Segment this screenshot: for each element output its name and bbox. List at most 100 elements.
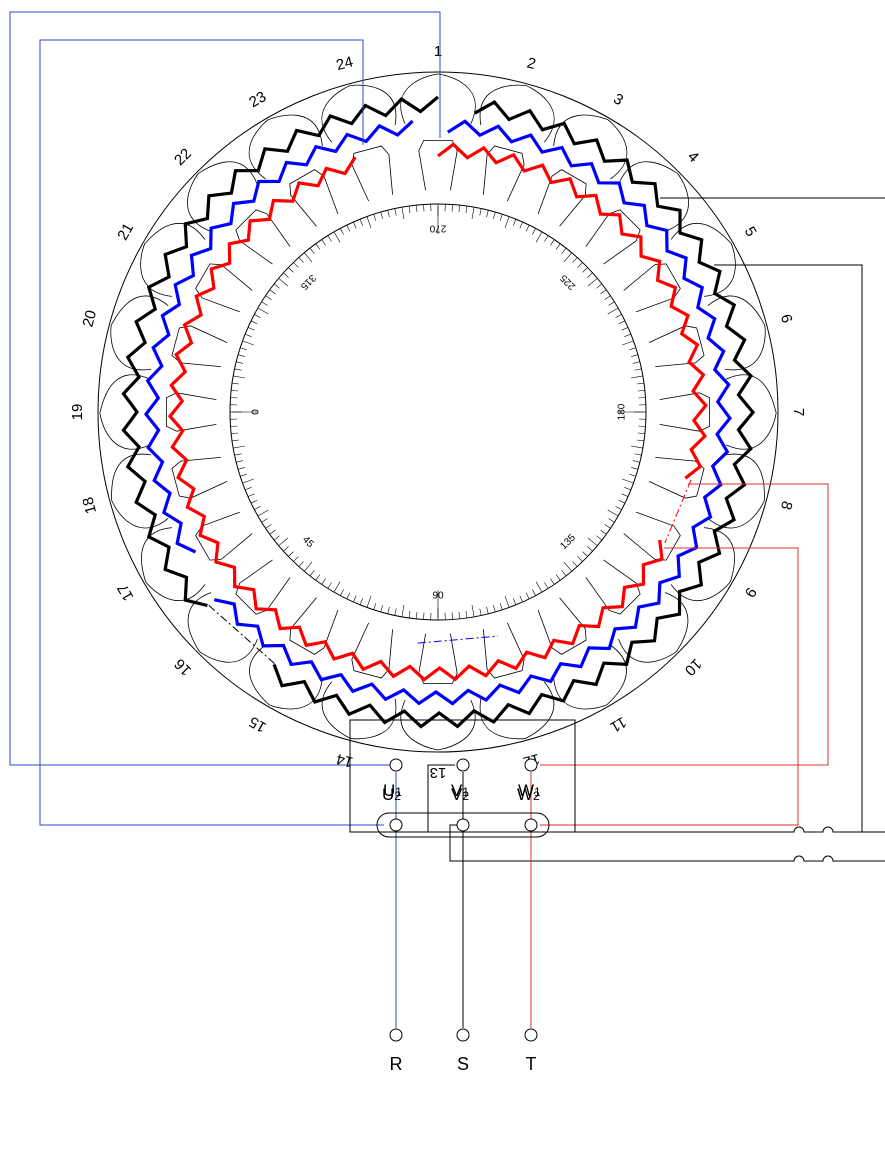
slot-pocket [110,295,169,371]
terminal-w2[interactable] [524,818,538,832]
degree-tick [242,478,254,484]
slot-label: 22 [171,145,195,169]
slot-pocket [479,681,555,740]
phase-w-coil [167,142,708,682]
degree-tick [465,610,468,619]
degree-tick [634,453,642,456]
degree-tick [236,361,244,364]
slot-label: 4 [684,148,702,166]
degree-tick [458,611,460,619]
phase-u-coil [143,119,732,706]
degree-tick [240,347,247,351]
slot-label: 2 [525,54,537,73]
degree-tick [608,301,615,306]
degree-tick [587,272,593,278]
coil-segment [167,156,664,682]
slot-tooth [482,622,525,679]
degree-tick [577,556,583,562]
degree-tick [555,243,561,250]
degree-tick [550,239,555,246]
slot-label: 3 [610,90,626,109]
degree-tick [587,278,598,287]
degree-tick [346,224,351,232]
degree-tick [499,603,503,610]
slot-pocket [249,644,323,710]
degree-tick [238,467,245,470]
degree-tick [525,592,530,600]
degree-tick [544,582,549,589]
supply-label-s: S [457,1054,469,1074]
degree-tick [327,235,332,242]
degree-tick [340,228,344,235]
degree-tick [261,518,268,523]
coil-segment [437,142,708,480]
terminal-u2[interactable] [389,818,403,832]
terminal-v1[interactable] [456,758,470,772]
degree-tick [587,537,598,546]
degree-tick [244,333,252,337]
terminal-box: U2 V2 W2 U1 V1 W1 [349,719,576,838]
degree-tick [254,314,261,318]
terminal-u1[interactable] [389,758,403,772]
degree-tick [479,608,482,616]
degree-tick [563,561,572,572]
terminal-box-frame [349,719,576,833]
degree-tick [321,578,326,585]
degree-tick [408,205,411,214]
degree-tick [582,267,588,273]
terminal-v2[interactable] [456,818,470,832]
degree-tick [596,535,603,541]
degree-tick [315,574,321,581]
degree-tick [638,425,646,427]
slot-label: 14 [334,750,355,771]
slot-tooth [351,622,394,679]
supply-terminal-s[interactable] [456,1028,470,1042]
terminal-w1[interactable] [524,758,538,772]
slot-pocket [670,223,736,297]
degree-tick [587,546,593,552]
degree-tick [486,210,489,218]
slot-label: 7 [790,408,807,416]
stator-slots [99,73,777,751]
slot-tooth [623,263,681,313]
supply-terminal-t[interactable] [524,1028,538,1042]
degree-tick [572,561,578,567]
degree-label: 315 [298,272,318,292]
degree-tick [479,208,482,216]
slot-tooth [289,169,339,227]
slot-label: 5 [741,224,760,240]
slot-label: 21 [114,220,137,243]
degree-tick [451,204,453,212]
lead-u2 [39,39,384,826]
degree-label: 135 [558,532,578,552]
label-v1: V1 [451,781,469,800]
degree-tick [636,439,645,442]
lead-w1 [540,483,829,766]
degree-tick [353,595,357,603]
degree-tick [493,605,496,612]
label-w2: W2 [517,785,540,804]
coil-jumpers [207,479,692,664]
slot-pocket [99,374,151,450]
slot-pocket [618,161,689,232]
degree-tick [304,252,313,263]
star-bridge [376,812,550,838]
slot-tooth [418,139,458,191]
degree-tick [555,574,561,581]
slot-label: 13 [430,764,447,781]
supply-terminal-r[interactable] [389,1028,403,1042]
degree-tick [247,327,255,331]
slot-tooth [623,511,681,561]
degree-tick [401,604,405,617]
degree-tick [387,606,390,614]
degree-tick [629,347,636,351]
degree-tick [621,327,629,331]
degree-tick [373,214,377,221]
degree-tick [532,228,536,235]
degree-tick [238,354,245,357]
degree-tick [257,307,269,315]
degree-tick [416,205,418,213]
slot-pocket [248,114,323,180]
coil-segment [121,95,440,608]
slot-tooth [585,209,641,265]
